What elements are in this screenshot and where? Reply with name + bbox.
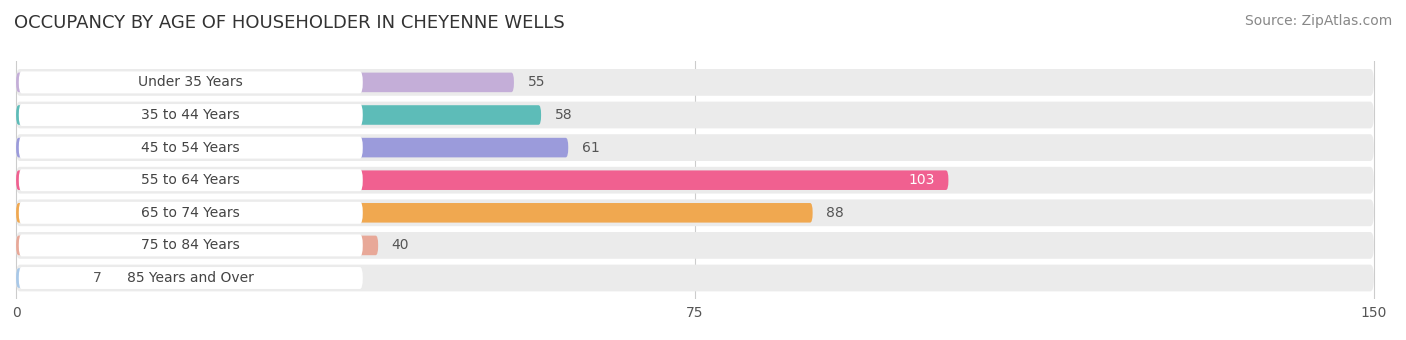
FancyBboxPatch shape xyxy=(15,134,1374,161)
Text: 55: 55 xyxy=(527,75,546,89)
Text: 103: 103 xyxy=(908,173,935,187)
FancyBboxPatch shape xyxy=(15,232,1374,259)
FancyBboxPatch shape xyxy=(15,102,1374,129)
FancyBboxPatch shape xyxy=(18,235,363,256)
FancyBboxPatch shape xyxy=(18,104,363,126)
Text: 55 to 64 Years: 55 to 64 Years xyxy=(142,173,240,187)
FancyBboxPatch shape xyxy=(15,73,515,92)
Text: 40: 40 xyxy=(392,238,409,252)
Text: 85 Years and Over: 85 Years and Over xyxy=(128,271,254,285)
FancyBboxPatch shape xyxy=(15,200,1374,226)
Text: 7: 7 xyxy=(93,271,101,285)
Text: 58: 58 xyxy=(554,108,572,122)
FancyBboxPatch shape xyxy=(15,268,80,288)
FancyBboxPatch shape xyxy=(18,169,363,191)
FancyBboxPatch shape xyxy=(15,203,813,223)
Text: 88: 88 xyxy=(827,206,844,220)
FancyBboxPatch shape xyxy=(18,202,363,224)
FancyBboxPatch shape xyxy=(18,267,363,289)
Text: OCCUPANCY BY AGE OF HOUSEHOLDER IN CHEYENNE WELLS: OCCUPANCY BY AGE OF HOUSEHOLDER IN CHEYE… xyxy=(14,14,565,32)
Text: 75 to 84 Years: 75 to 84 Years xyxy=(142,238,240,252)
Text: Under 35 Years: Under 35 Years xyxy=(138,75,243,89)
Text: 61: 61 xyxy=(582,141,599,155)
FancyBboxPatch shape xyxy=(15,138,568,157)
FancyBboxPatch shape xyxy=(15,167,1374,193)
FancyBboxPatch shape xyxy=(15,69,1374,96)
Text: 35 to 44 Years: 35 to 44 Years xyxy=(142,108,240,122)
FancyBboxPatch shape xyxy=(15,236,378,255)
FancyBboxPatch shape xyxy=(15,105,541,125)
Text: 45 to 54 Years: 45 to 54 Years xyxy=(142,141,240,155)
Text: 65 to 74 Years: 65 to 74 Years xyxy=(142,206,240,220)
FancyBboxPatch shape xyxy=(18,71,363,94)
FancyBboxPatch shape xyxy=(18,137,363,158)
FancyBboxPatch shape xyxy=(15,265,1374,291)
Text: Source: ZipAtlas.com: Source: ZipAtlas.com xyxy=(1244,14,1392,28)
FancyBboxPatch shape xyxy=(15,170,949,190)
